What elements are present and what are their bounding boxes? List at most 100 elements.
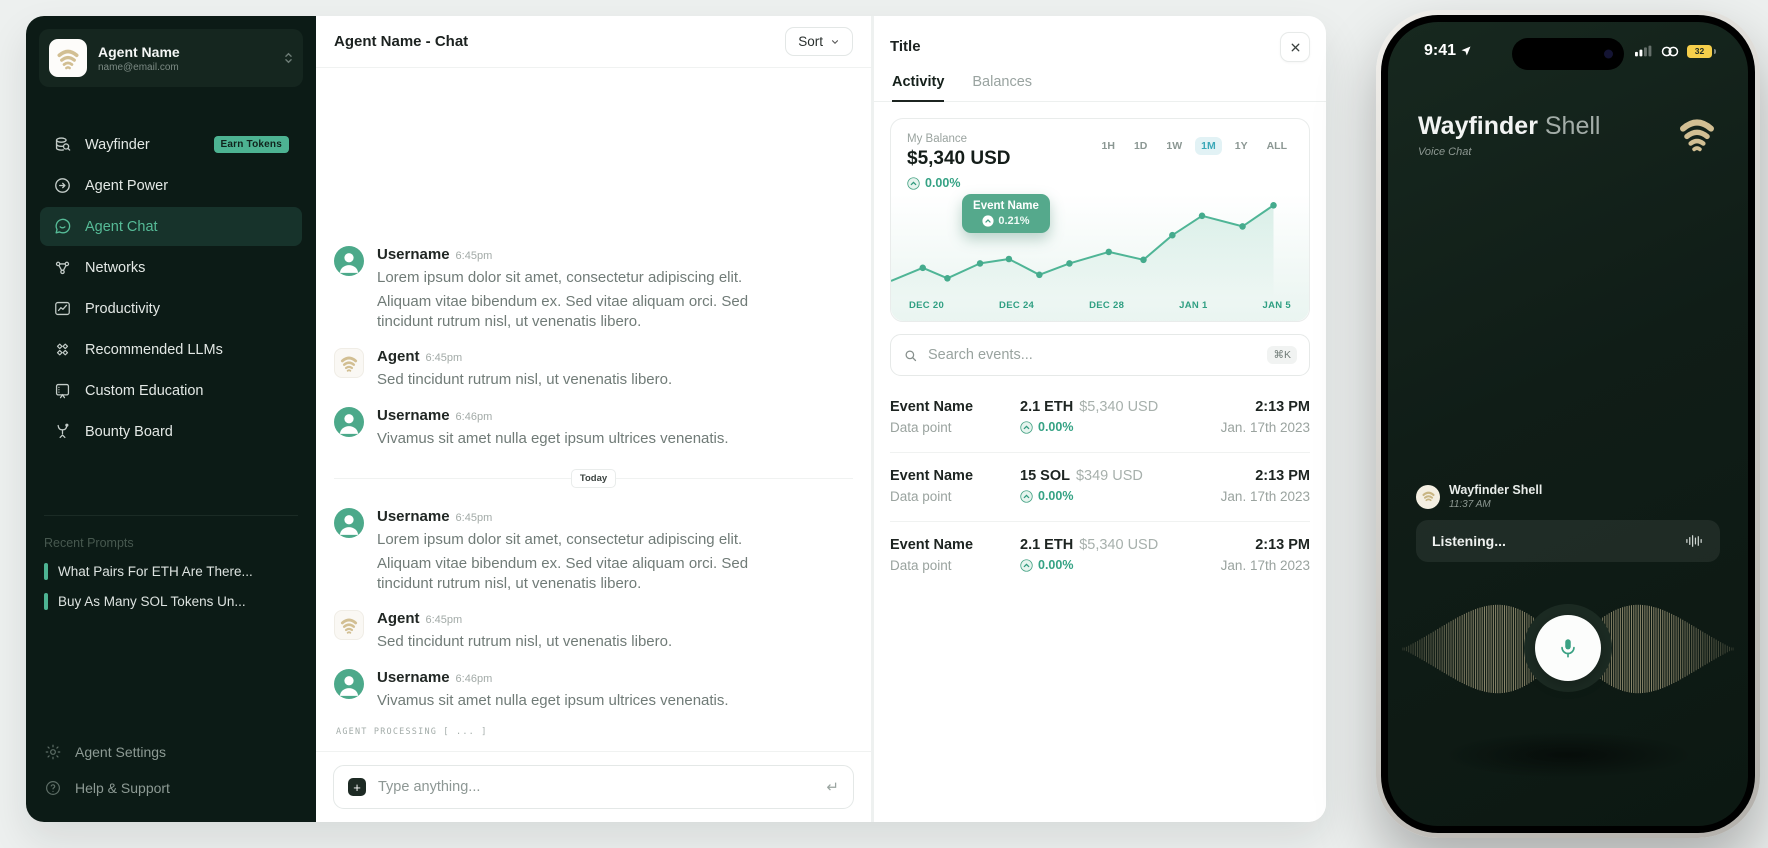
dynamic-island xyxy=(1512,38,1624,70)
range-1m[interactable]: 1M xyxy=(1195,137,1222,155)
help-circle-icon xyxy=(44,779,62,797)
event-row[interactable]: Event Name Data point 15 SOL $349 USD 0.… xyxy=(890,453,1310,522)
phone-screen: 9:41 32 Wayfinder Shell xyxy=(1388,22,1748,826)
event-subtitle: Data point xyxy=(890,489,952,504)
event-row[interactable]: Event Name Data point 2.1 ETH $5,340 USD… xyxy=(890,522,1310,590)
phone-mockup: 9:41 32 Wayfinder Shell xyxy=(1376,10,1760,838)
sidebar-item-agent-settings[interactable]: Agent Settings xyxy=(44,734,298,770)
event-row[interactable]: Event Name Data point 2.1 ETH $5,340 USD… xyxy=(890,384,1310,453)
sidebar-item-agent-chat[interactable]: Agent Chat xyxy=(40,207,302,246)
attach-plus-button[interactable]: + xyxy=(348,778,366,796)
status-time: 9:41 xyxy=(1424,42,1457,59)
listening-card: Listening... xyxy=(1416,520,1720,562)
voice-waveform-icon xyxy=(1685,534,1704,548)
range-all[interactable]: ALL xyxy=(1266,140,1287,152)
mic-button-ring xyxy=(1524,604,1612,692)
sidebar-item-label: Agent Chat xyxy=(85,218,158,235)
recent-prompt-item[interactable]: What Pairs For ETH Are There... xyxy=(44,563,298,580)
mic-floor-shadow xyxy=(1443,732,1693,778)
camera-dot xyxy=(1604,49,1613,59)
chat-input-bar: + ↵ xyxy=(333,765,854,809)
battery-percent: 32 xyxy=(1694,46,1705,56)
sidebar-item-label: Agent Settings xyxy=(75,744,167,760)
event-date: Jan. 17th 2023 xyxy=(1220,489,1310,504)
x-tick: DEC 20 xyxy=(909,300,945,311)
message-text: Aliquam vitae bibendum ex. Sed vitae ali… xyxy=(377,554,749,592)
chat-title: Agent Name - Chat xyxy=(334,33,469,50)
message-text: Aliquam vitae bibendum ex. Sed vitae ali… xyxy=(377,292,749,330)
message-time: 6:45pm xyxy=(455,250,493,263)
range-1h[interactable]: 1H xyxy=(1101,140,1115,152)
search-icon xyxy=(903,348,918,363)
event-date: Jan. 17th 2023 xyxy=(1220,420,1310,435)
range-1w[interactable]: 1W xyxy=(1166,140,1183,152)
sidebar-item-wayfinder[interactable]: Wayfinder Earn Tokens xyxy=(40,125,302,164)
range-1y[interactable]: 1Y xyxy=(1234,140,1248,152)
sort-button[interactable]: Sort xyxy=(785,27,853,56)
search-input[interactable] xyxy=(928,347,1258,363)
balance-value: $5,340 USD xyxy=(907,148,1011,169)
message-sender: Agent xyxy=(377,610,420,628)
prompt-text: Buy As Many SOL Tokens Un... xyxy=(58,594,246,609)
sidebar-item-agent-power[interactable]: Agent Power xyxy=(40,166,302,205)
wayfinder-logo-icon xyxy=(1676,112,1718,154)
tab-balances[interactable]: Balances xyxy=(972,74,1033,90)
event-change-pct: 0.00% xyxy=(1038,489,1074,503)
chat-input[interactable] xyxy=(378,779,815,795)
chart-tooltip: Event Name 0.21% xyxy=(962,194,1050,233)
event-time: 2:13 PM xyxy=(1255,537,1310,553)
message-text: Sed tincidunt rutrum nisl, ut venenatis … xyxy=(377,371,673,389)
agent-avatar xyxy=(334,348,364,379)
change-up-icon xyxy=(1020,489,1033,503)
voice-visualizer xyxy=(1388,568,1748,796)
chat-message-list: Username 6:45pm Lorem ipsum dolor sit ame… xyxy=(316,68,871,751)
x-tick: JAN 1 xyxy=(1179,300,1208,311)
recent-prompts-section: Recent Prompts What Pairs For ETH Are Th… xyxy=(26,536,316,610)
event-usd: $5,340 USD xyxy=(1079,399,1159,415)
sidebar-item-recommended-llms[interactable]: Recommended LLMs xyxy=(40,330,302,369)
balance-change-pct: 0.00% xyxy=(925,176,961,190)
shortcut-badge: ⌘K xyxy=(1267,346,1297,364)
user-avatar xyxy=(334,246,364,277)
recent-prompt-item[interactable]: Buy As Many SOL Tokens Un... xyxy=(44,593,298,610)
balance-chart-card: My Balance $5,340 USD 0.00% 1H 1D 1W 1M … xyxy=(890,118,1310,322)
tab-activity[interactable]: Activity xyxy=(892,74,945,102)
chat-message: Agent 6:45pm Sed tincidunt rutrum nisl, u… xyxy=(334,610,853,652)
tooltip-title: Event Name xyxy=(973,200,1039,212)
balance-label: My Balance xyxy=(907,133,968,145)
sidebar-item-networks[interactable]: Networks xyxy=(40,248,302,287)
sidebar-item-help-support[interactable]: Help & Support xyxy=(44,770,298,806)
close-button[interactable] xyxy=(1280,32,1310,62)
message-sender: Username xyxy=(377,669,450,687)
profile-selector-icon[interactable] xyxy=(284,52,293,64)
sidebar-item-custom-education[interactable]: Custom Education xyxy=(40,371,302,410)
mic-button[interactable] xyxy=(1535,615,1601,681)
message-sender: Agent xyxy=(377,348,420,366)
profile-card[interactable]: Agent Name name@email.com xyxy=(39,29,303,87)
chat-message: Username 6:45pm Lorem ipsum dolor sit ame… xyxy=(334,508,853,593)
message-text: Lorem ipsum dolor sit amet, consectetur … xyxy=(377,269,743,287)
change-up-icon xyxy=(1020,558,1033,572)
diamonds-icon xyxy=(53,340,72,359)
message-sender: Username xyxy=(377,508,450,526)
return-send-icon[interactable]: ↵ xyxy=(826,779,839,796)
education-board-icon xyxy=(53,381,72,400)
range-1d[interactable]: 1D xyxy=(1133,140,1148,152)
sidebar-item-label: Help & Support xyxy=(75,780,170,796)
phone-app-subtitle: Voice Chat xyxy=(1418,146,1472,158)
event-change-pct: 0.00% xyxy=(1038,420,1074,434)
sidebar-divider xyxy=(44,515,298,516)
earn-tokens-badge: Earn Tokens xyxy=(213,136,289,153)
x-tick: JAN 5 xyxy=(1262,300,1291,311)
sidebar-item-productivity[interactable]: Productivity xyxy=(40,289,302,328)
event-time: 2:13 PM xyxy=(1255,468,1310,484)
network-nodes-icon xyxy=(53,258,72,277)
user-avatar xyxy=(334,407,364,438)
activity-panel: Title Activity Balances My Balance $5,34… xyxy=(874,16,1326,822)
balance-change: 0.00% xyxy=(907,176,1011,190)
sidebar-item-bounty-board[interactable]: Bounty Board xyxy=(40,412,302,451)
chevron-down-icon xyxy=(830,37,840,47)
message-time: 6:45pm xyxy=(425,614,463,627)
chat-message: Agent 6:45pm Sed tincidunt rutrum nisl, u… xyxy=(334,348,853,390)
chat-message: Username 6:46pm Vivamus sit amet nulla eg… xyxy=(334,407,853,449)
